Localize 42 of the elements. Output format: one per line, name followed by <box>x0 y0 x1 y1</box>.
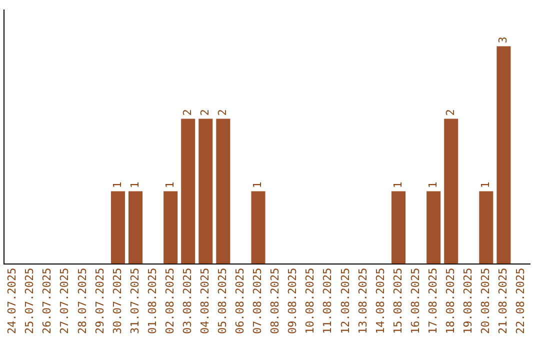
x-tick-label: 24.07.2025 <box>6 268 19 334</box>
data-label: 1 <box>391 182 404 188</box>
x-tick-label: 16.08.2025 <box>408 268 422 334</box>
x-tick-label: 12.08.2025 <box>338 268 352 334</box>
data-label: 3 <box>496 36 510 44</box>
x-tick-label: 19.08.2025 <box>461 268 474 334</box>
x-tick-label: 22.08.2025 <box>514 268 528 334</box>
data-label: 1 <box>426 182 440 188</box>
data-label: 2 <box>444 109 457 116</box>
data-label: 1 <box>251 182 264 188</box>
x-tick-label: 03.08.2025 <box>180 268 194 334</box>
x-tick-label: 05.08.2025 <box>216 268 230 334</box>
x-tick-label: 25.07.2025 <box>23 268 36 334</box>
x-tick-label: 08.08.2025 <box>268 268 282 334</box>
data-label: 1 <box>479 182 492 188</box>
x-tick-label: 06.08.2025 <box>234 268 247 334</box>
data-label: 1 <box>163 182 176 188</box>
data-label: 1 <box>110 182 124 188</box>
x-tick-label: 09.08.2025 <box>286 268 300 334</box>
x-tick-label: 15.08.2025 <box>391 268 404 334</box>
x-tick-label: 13.08.2025 <box>356 268 370 334</box>
x-tick-label: 21.08.2025 <box>496 268 510 334</box>
data-label: 2 <box>216 109 230 116</box>
x-tick-label: 11.08.2025 <box>321 268 334 334</box>
x-tick-label: 29.07.2025 <box>93 268 106 334</box>
x-tick-label: 28.07.2025 <box>76 268 89 334</box>
x-tick-label: 30.07.2025 <box>110 268 124 334</box>
data-label: 1 <box>128 182 142 188</box>
x-tick-label: 04.08.2025 <box>198 268 212 334</box>
x-tick-label: 01.08.2025 <box>146 268 159 334</box>
x-tick-label: 14.08.2025 <box>374 268 387 334</box>
x-tick-label: 26.07.2025 <box>40 268 54 334</box>
x-tick-label: 17.08.2025 <box>426 268 440 334</box>
data-label: 2 <box>180 109 194 116</box>
x-tick-label: 07.08.2025 <box>251 268 264 334</box>
x-tick-label: 27.07.2025 <box>58 268 72 334</box>
data-label: 2 <box>198 109 212 116</box>
x-tick-label: 31.07.2025 <box>128 268 142 334</box>
x-tick-label: 02.08.2025 <box>163 268 176 334</box>
x-tick-label: 18.08.2025 <box>444 268 457 334</box>
x-tick-label: 20.08.2025 <box>479 268 492 334</box>
x-tick-label: 10.08.2025 <box>304 268 317 334</box>
